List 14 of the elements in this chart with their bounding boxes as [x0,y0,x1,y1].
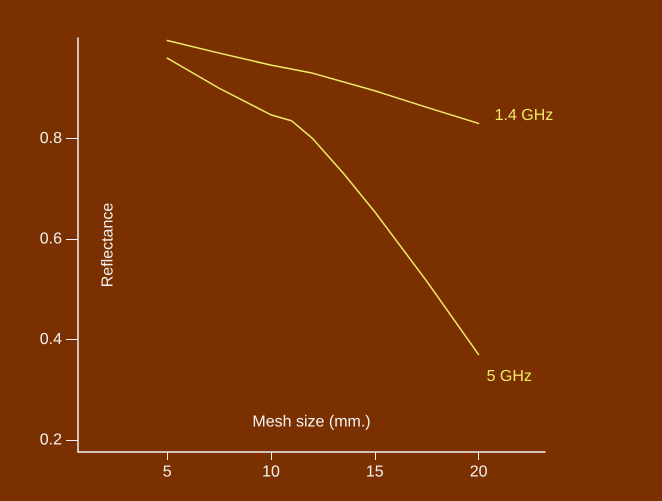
x-axis-title: Mesh size (mm.) [252,414,371,430]
y-tick-label: 0.8 [40,130,62,147]
x-tick-label: 10 [262,464,280,480]
series-label: 5 GHz [486,368,532,386]
y-tick-label: 0.4 [40,330,62,348]
x-tick-label: 15 [366,464,384,480]
series-label: 1.4 GHz [494,106,554,124]
x-tick-label: 20 [470,464,488,480]
y-axis-title: Reflectance [100,202,116,288]
line-series [166,40,480,124]
x-tick-label: 5 [162,464,172,480]
y-tick-label: 0.6 [40,230,62,248]
line-series [166,57,480,356]
y-tick-label: 0.2 [40,431,62,448]
